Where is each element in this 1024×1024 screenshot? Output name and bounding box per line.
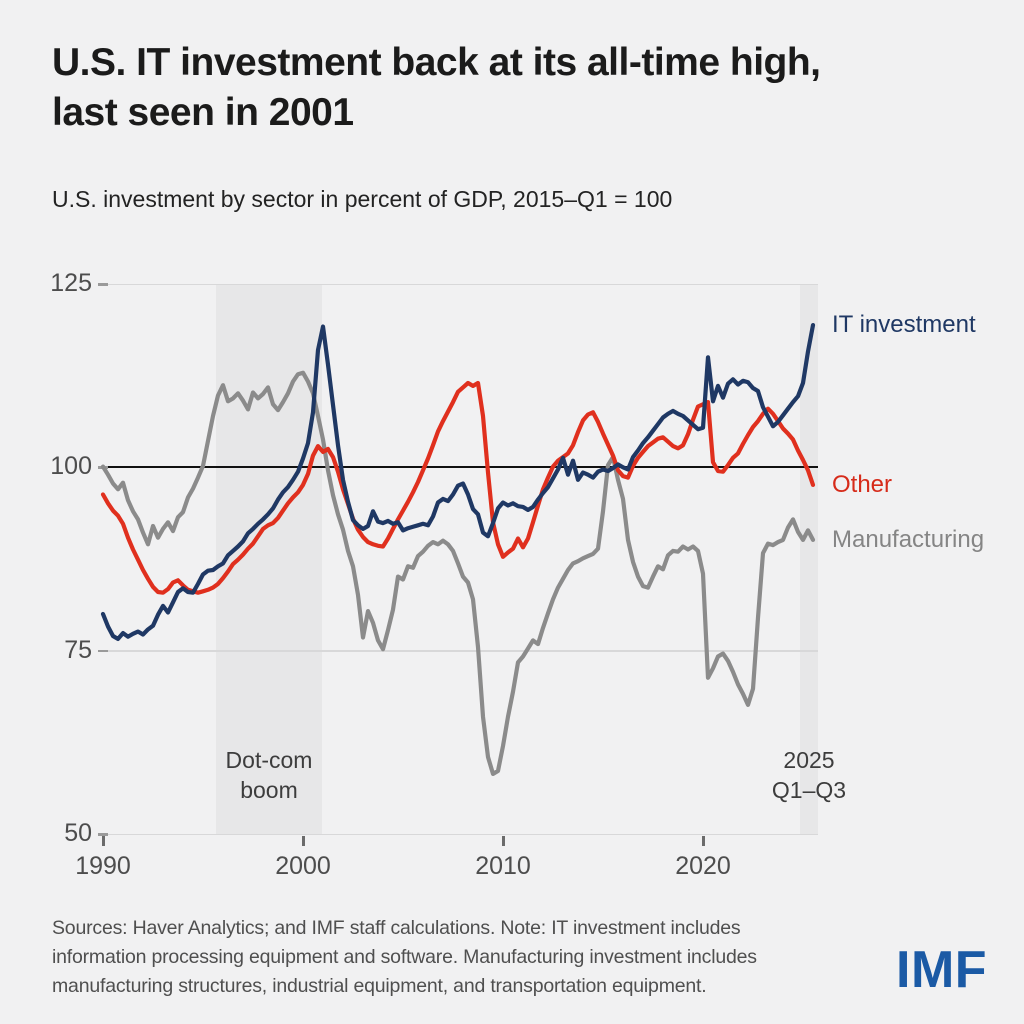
band-label-dotcom: Dot-com boom <box>159 745 379 805</box>
series-line-manufacturing <box>100 370 816 777</box>
x-tick-label-2010: 2010 <box>475 852 531 880</box>
x-tick-1990 <box>102 836 105 846</box>
source-note: Sources: Haver Analytics; and IMF staff … <box>52 914 852 1001</box>
band-label-line: 2025 <box>783 747 835 773</box>
chart-subtitle: U.S. investment by sector in percent of … <box>52 186 673 212</box>
y-tick-125 <box>98 283 108 286</box>
gridline-75 <box>98 650 818 652</box>
y-tick-50 <box>98 833 108 836</box>
x-tick-label-1990: 1990 <box>75 852 131 880</box>
series-label-other: Other <box>832 470 893 498</box>
x-tick-label-2000: 2000 <box>275 852 331 880</box>
band-label-line: boom <box>240 777 298 803</box>
x-tick-label-2020: 2020 <box>675 852 731 880</box>
x-tick-2010 <box>502 836 505 846</box>
band-2025 <box>800 284 818 834</box>
series-label-it-investment: IT investment <box>832 311 976 339</box>
band-label-line: Q1–Q3 <box>771 777 847 803</box>
y-tick-75 <box>98 649 108 653</box>
y-tick-label-125: 125 <box>50 269 92 297</box>
y-tick-label-50: 50 <box>64 819 92 847</box>
imf-logo: IMF <box>896 941 988 999</box>
gridline-125 <box>98 283 818 285</box>
chart-title: U.S. IT investment back at its all-time … <box>52 38 972 138</box>
source-note-line-3: manufacturing structures, industrial equ… <box>52 975 707 997</box>
chart-title-line-1: U.S. IT investment back at its all-time … <box>52 41 821 84</box>
series-label-manufacturing: Manufacturing <box>832 525 985 553</box>
x-tick-2000 <box>302 836 305 846</box>
chart-title-line-2: last seen in 2001 <box>52 91 354 134</box>
x-tick-2020 <box>702 836 705 846</box>
source-note-line-2: information processing equipment and sof… <box>52 946 757 968</box>
series-line-it-investment <box>100 323 816 642</box>
band-label-line: Dot-com <box>225 747 313 773</box>
source-note-line-1: Sources: Haver Analytics; and IMF staff … <box>52 917 741 939</box>
y-tick-label-75: 75 <box>64 635 92 664</box>
series-line-other <box>100 380 816 595</box>
band-label-2025: 2025 Q1–Q3 <box>699 745 919 805</box>
baseline-100 <box>98 466 818 469</box>
gridline-50 <box>98 833 818 835</box>
y-tick-label-100: 100 <box>50 452 92 481</box>
